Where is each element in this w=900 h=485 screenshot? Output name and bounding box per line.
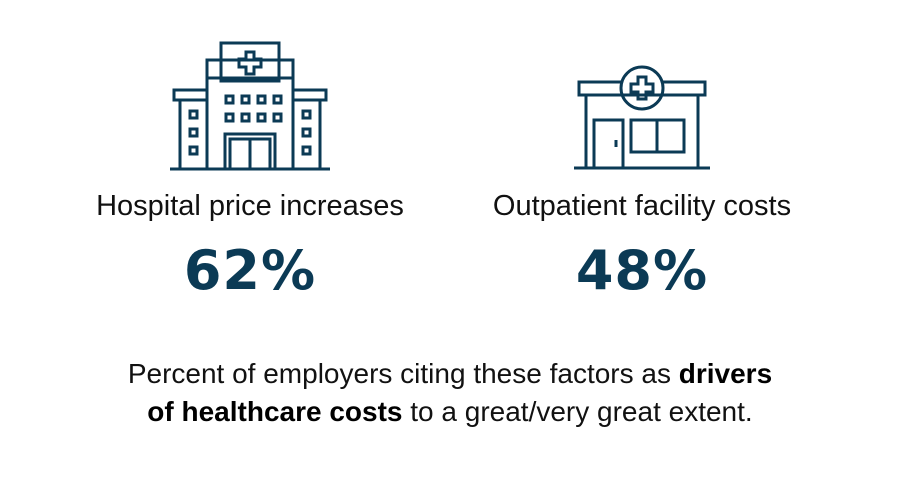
caption-emphasis: drivers [678,358,773,389]
stat-label: Outpatient facility costs [492,190,792,222]
outpatient-clinic-icon [442,40,842,172]
caption-text: Percent of employers citing these factor… [127,358,679,389]
stat-value: 48% [575,239,709,302]
hospital-icon [50,40,450,172]
caption-emphasis: of healthcare costs [147,396,403,427]
stat-value: 62% [183,239,317,302]
caption: Percent of employers citing these factor… [0,355,900,431]
caption-text: to a great/very great extent. [402,396,753,427]
stat-label: Hospital price increases [96,190,404,222]
